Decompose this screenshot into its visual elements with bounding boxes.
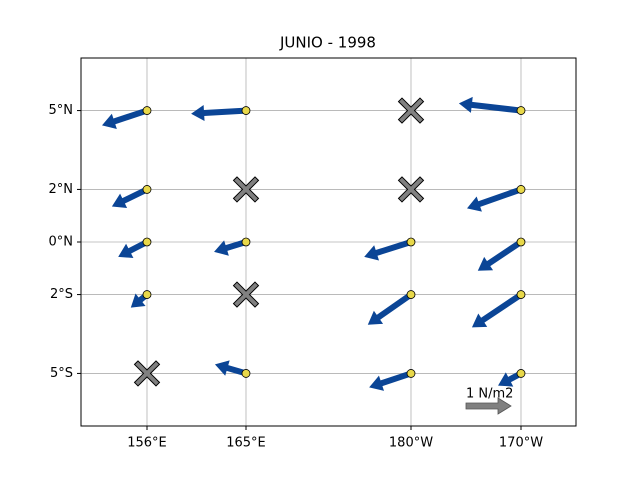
key-label: 1 N/m2 xyxy=(466,387,513,402)
missing-marker xyxy=(232,281,260,308)
chart-title: JUNIO - 1998 xyxy=(279,34,376,52)
station-point xyxy=(516,369,526,378)
wind-arrow xyxy=(367,292,413,325)
station-point xyxy=(516,185,526,194)
x-tick-label: 170°W xyxy=(499,436,543,451)
y-tick-label: 5°N xyxy=(49,103,74,118)
station-point xyxy=(406,237,416,247)
missing-marker xyxy=(133,360,161,387)
wind-arrow xyxy=(364,239,412,261)
x-tick-label: 180°W xyxy=(389,436,433,451)
wind-arrow xyxy=(191,104,247,121)
plot-frame xyxy=(80,57,577,427)
y-tick-label: 0°N xyxy=(49,235,74,250)
station-point xyxy=(241,237,251,247)
wind-arrow xyxy=(458,96,522,114)
x-tick-label: 156°E xyxy=(127,436,167,451)
x-tick-label: 165°E xyxy=(226,436,266,451)
wind-arrow xyxy=(477,239,523,271)
station-point xyxy=(406,369,416,378)
station-point xyxy=(406,290,416,299)
missing-marker xyxy=(397,176,425,203)
wind-arrow xyxy=(214,360,247,377)
wind-arrow xyxy=(214,239,247,256)
y-tick-label: 2°S xyxy=(50,287,73,302)
y-tick-label: 5°S xyxy=(50,366,73,381)
wind-arrow xyxy=(467,186,522,212)
y-tick-label: 2°N xyxy=(49,182,74,197)
station-point xyxy=(241,106,251,115)
station-point xyxy=(516,290,526,299)
missing-marker xyxy=(397,97,425,124)
station-point xyxy=(241,369,251,378)
station-point xyxy=(516,237,526,247)
wind-arrow xyxy=(498,370,523,387)
key-arrow xyxy=(465,397,512,415)
station-point xyxy=(516,106,526,115)
wind-arrow xyxy=(111,186,149,209)
wind-arrow xyxy=(369,370,412,391)
station-point xyxy=(142,237,152,247)
wind-arrow xyxy=(102,107,148,129)
wind-arrow xyxy=(471,292,523,328)
missing-marker xyxy=(232,176,260,203)
wind-arrow xyxy=(118,239,149,259)
station-point xyxy=(142,290,152,299)
station-point xyxy=(142,106,152,115)
station-point xyxy=(142,185,152,194)
